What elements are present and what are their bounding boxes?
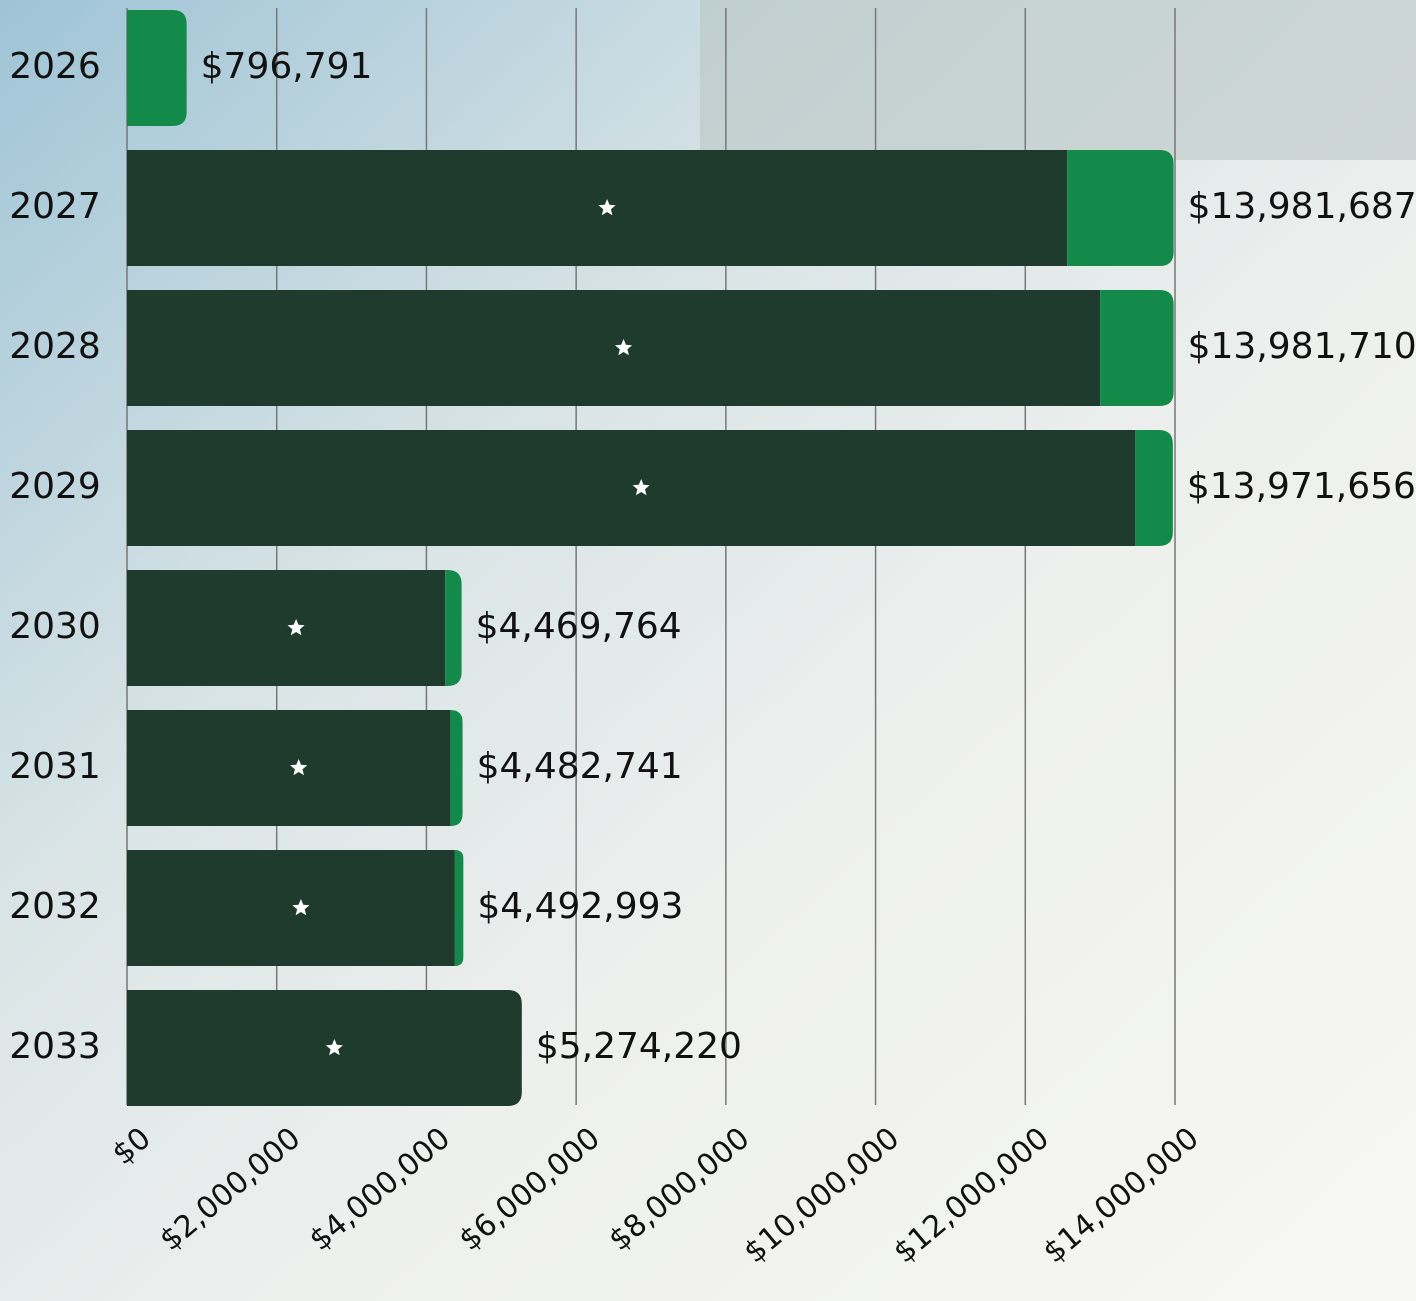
value-label: $13,971,656 [1187, 466, 1416, 507]
bar-segment [450, 710, 463, 826]
bar-segment [127, 990, 522, 1106]
bar-segment [127, 570, 446, 686]
bar-segment [1100, 290, 1174, 406]
star [290, 759, 308, 776]
star [325, 1039, 343, 1056]
value-label: $4,492,993 [477, 886, 683, 927]
value-label: $4,469,764 [476, 606, 682, 647]
bar-segment [127, 850, 455, 966]
y-tick-label: 2032 [9, 886, 101, 927]
star [292, 899, 310, 916]
star [632, 479, 650, 496]
star [615, 339, 633, 356]
y-tick-label: 2033 [9, 1026, 101, 1067]
y-tick-label: 2029 [9, 466, 101, 507]
star [598, 199, 616, 216]
background-buildings [700, 0, 1416, 160]
value-label: $5,274,220 [536, 1026, 742, 1067]
bar-segment [1135, 430, 1173, 546]
bar-segment [445, 570, 462, 686]
value-label: $4,482,741 [477, 746, 683, 787]
bar-segment [1067, 150, 1174, 266]
bar-segment [127, 430, 1136, 546]
value-label: $796,791 [201, 46, 373, 87]
y-tick-label: 2030 [9, 606, 101, 647]
star [287, 619, 305, 636]
value-label: $13,981,687 [1188, 186, 1416, 227]
bar-segment [127, 150, 1068, 266]
y-tick-label: 2026 [9, 46, 101, 87]
bar-segment [127, 710, 451, 826]
value-label: $13,981,710 [1188, 326, 1416, 367]
bar-segment [127, 290, 1101, 406]
y-tick-label: 2031 [9, 746, 101, 787]
bar-segment [454, 850, 464, 966]
y-tick-label: 2027 [9, 186, 101, 227]
bar-segment [127, 10, 187, 126]
y-tick-label: 2028 [9, 326, 101, 367]
